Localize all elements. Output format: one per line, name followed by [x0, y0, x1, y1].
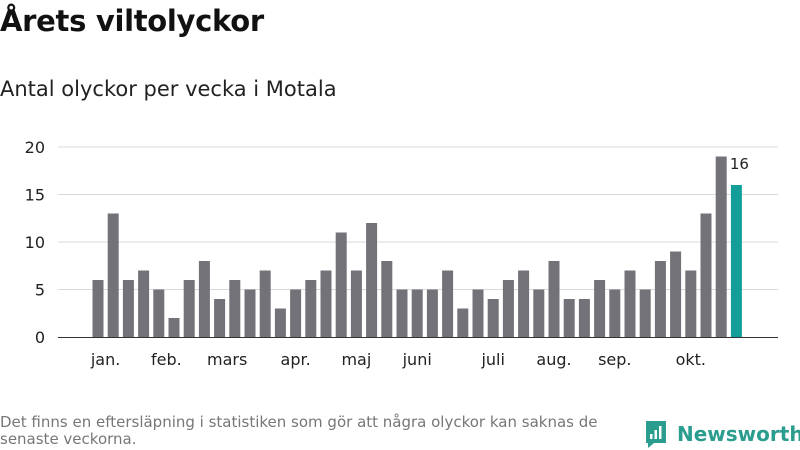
bar	[183, 280, 195, 337]
y-tick-label: 0	[35, 328, 45, 347]
y-tick-label: 5	[35, 281, 45, 300]
x-tick-label: jan.	[90, 350, 120, 369]
bar	[122, 280, 134, 337]
bar	[92, 280, 104, 337]
bar	[290, 289, 302, 337]
bar	[411, 289, 423, 337]
x-tick-label: juni	[402, 350, 432, 369]
bar	[639, 289, 651, 337]
bar	[518, 270, 530, 337]
chart-title: Årets viltolyckor	[0, 4, 264, 38]
bar	[502, 280, 514, 337]
bar	[533, 289, 545, 337]
brand-logo: Newsworthy	[644, 419, 800, 449]
bar	[335, 232, 347, 337]
y-tick-label: 15	[25, 186, 45, 205]
bar	[396, 289, 408, 337]
x-tick-label: maj	[341, 350, 371, 369]
bar	[670, 251, 682, 337]
bar	[244, 289, 256, 337]
bar	[305, 280, 317, 337]
brand-name: Newsworthy	[677, 422, 800, 446]
bar	[685, 270, 697, 337]
bar	[198, 261, 210, 337]
bar	[700, 213, 712, 337]
bar	[487, 299, 499, 337]
bar	[320, 270, 332, 337]
x-tick-label: okt.	[676, 350, 706, 369]
bar	[563, 299, 575, 337]
chart-subtitle: Antal olyckor per vecka i Motala	[0, 77, 337, 101]
y-tick-label: 10	[25, 233, 45, 252]
bar	[214, 299, 226, 337]
bar	[426, 289, 438, 337]
bar-chart: 0 5 10 15 20 jan. feb. mars apr. maj juni juli aug. s…	[25, 138, 778, 369]
bar	[472, 289, 484, 337]
bar	[730, 185, 742, 337]
bar	[138, 270, 150, 337]
bar	[654, 261, 666, 337]
data-label: 16	[730, 155, 749, 173]
bar	[609, 289, 621, 337]
bar	[442, 270, 454, 337]
x-tick-label: apr.	[281, 350, 311, 369]
bar	[594, 280, 606, 337]
bar	[107, 213, 119, 337]
x-tick-label: juli	[480, 350, 504, 369]
x-tick-label: aug.	[536, 350, 571, 369]
bar	[168, 318, 180, 337]
bar	[715, 156, 727, 337]
x-tick-label: mars	[207, 350, 247, 369]
bar	[153, 289, 165, 337]
footnote: Det finns en eftersläpning i statistiken…	[0, 413, 598, 448]
y-tick-label: 20	[25, 138, 45, 157]
bar	[578, 299, 590, 337]
x-tick-label: feb.	[151, 350, 182, 369]
bar	[381, 261, 393, 337]
bar	[350, 270, 362, 337]
bar	[259, 270, 271, 337]
newsworthy-logo-icon	[646, 421, 666, 448]
bar	[274, 308, 286, 337]
bar	[624, 270, 636, 337]
bar	[457, 308, 469, 337]
bar	[366, 223, 378, 337]
x-tick-label: sep.	[598, 350, 631, 369]
bar	[229, 280, 241, 337]
bar	[548, 261, 560, 337]
